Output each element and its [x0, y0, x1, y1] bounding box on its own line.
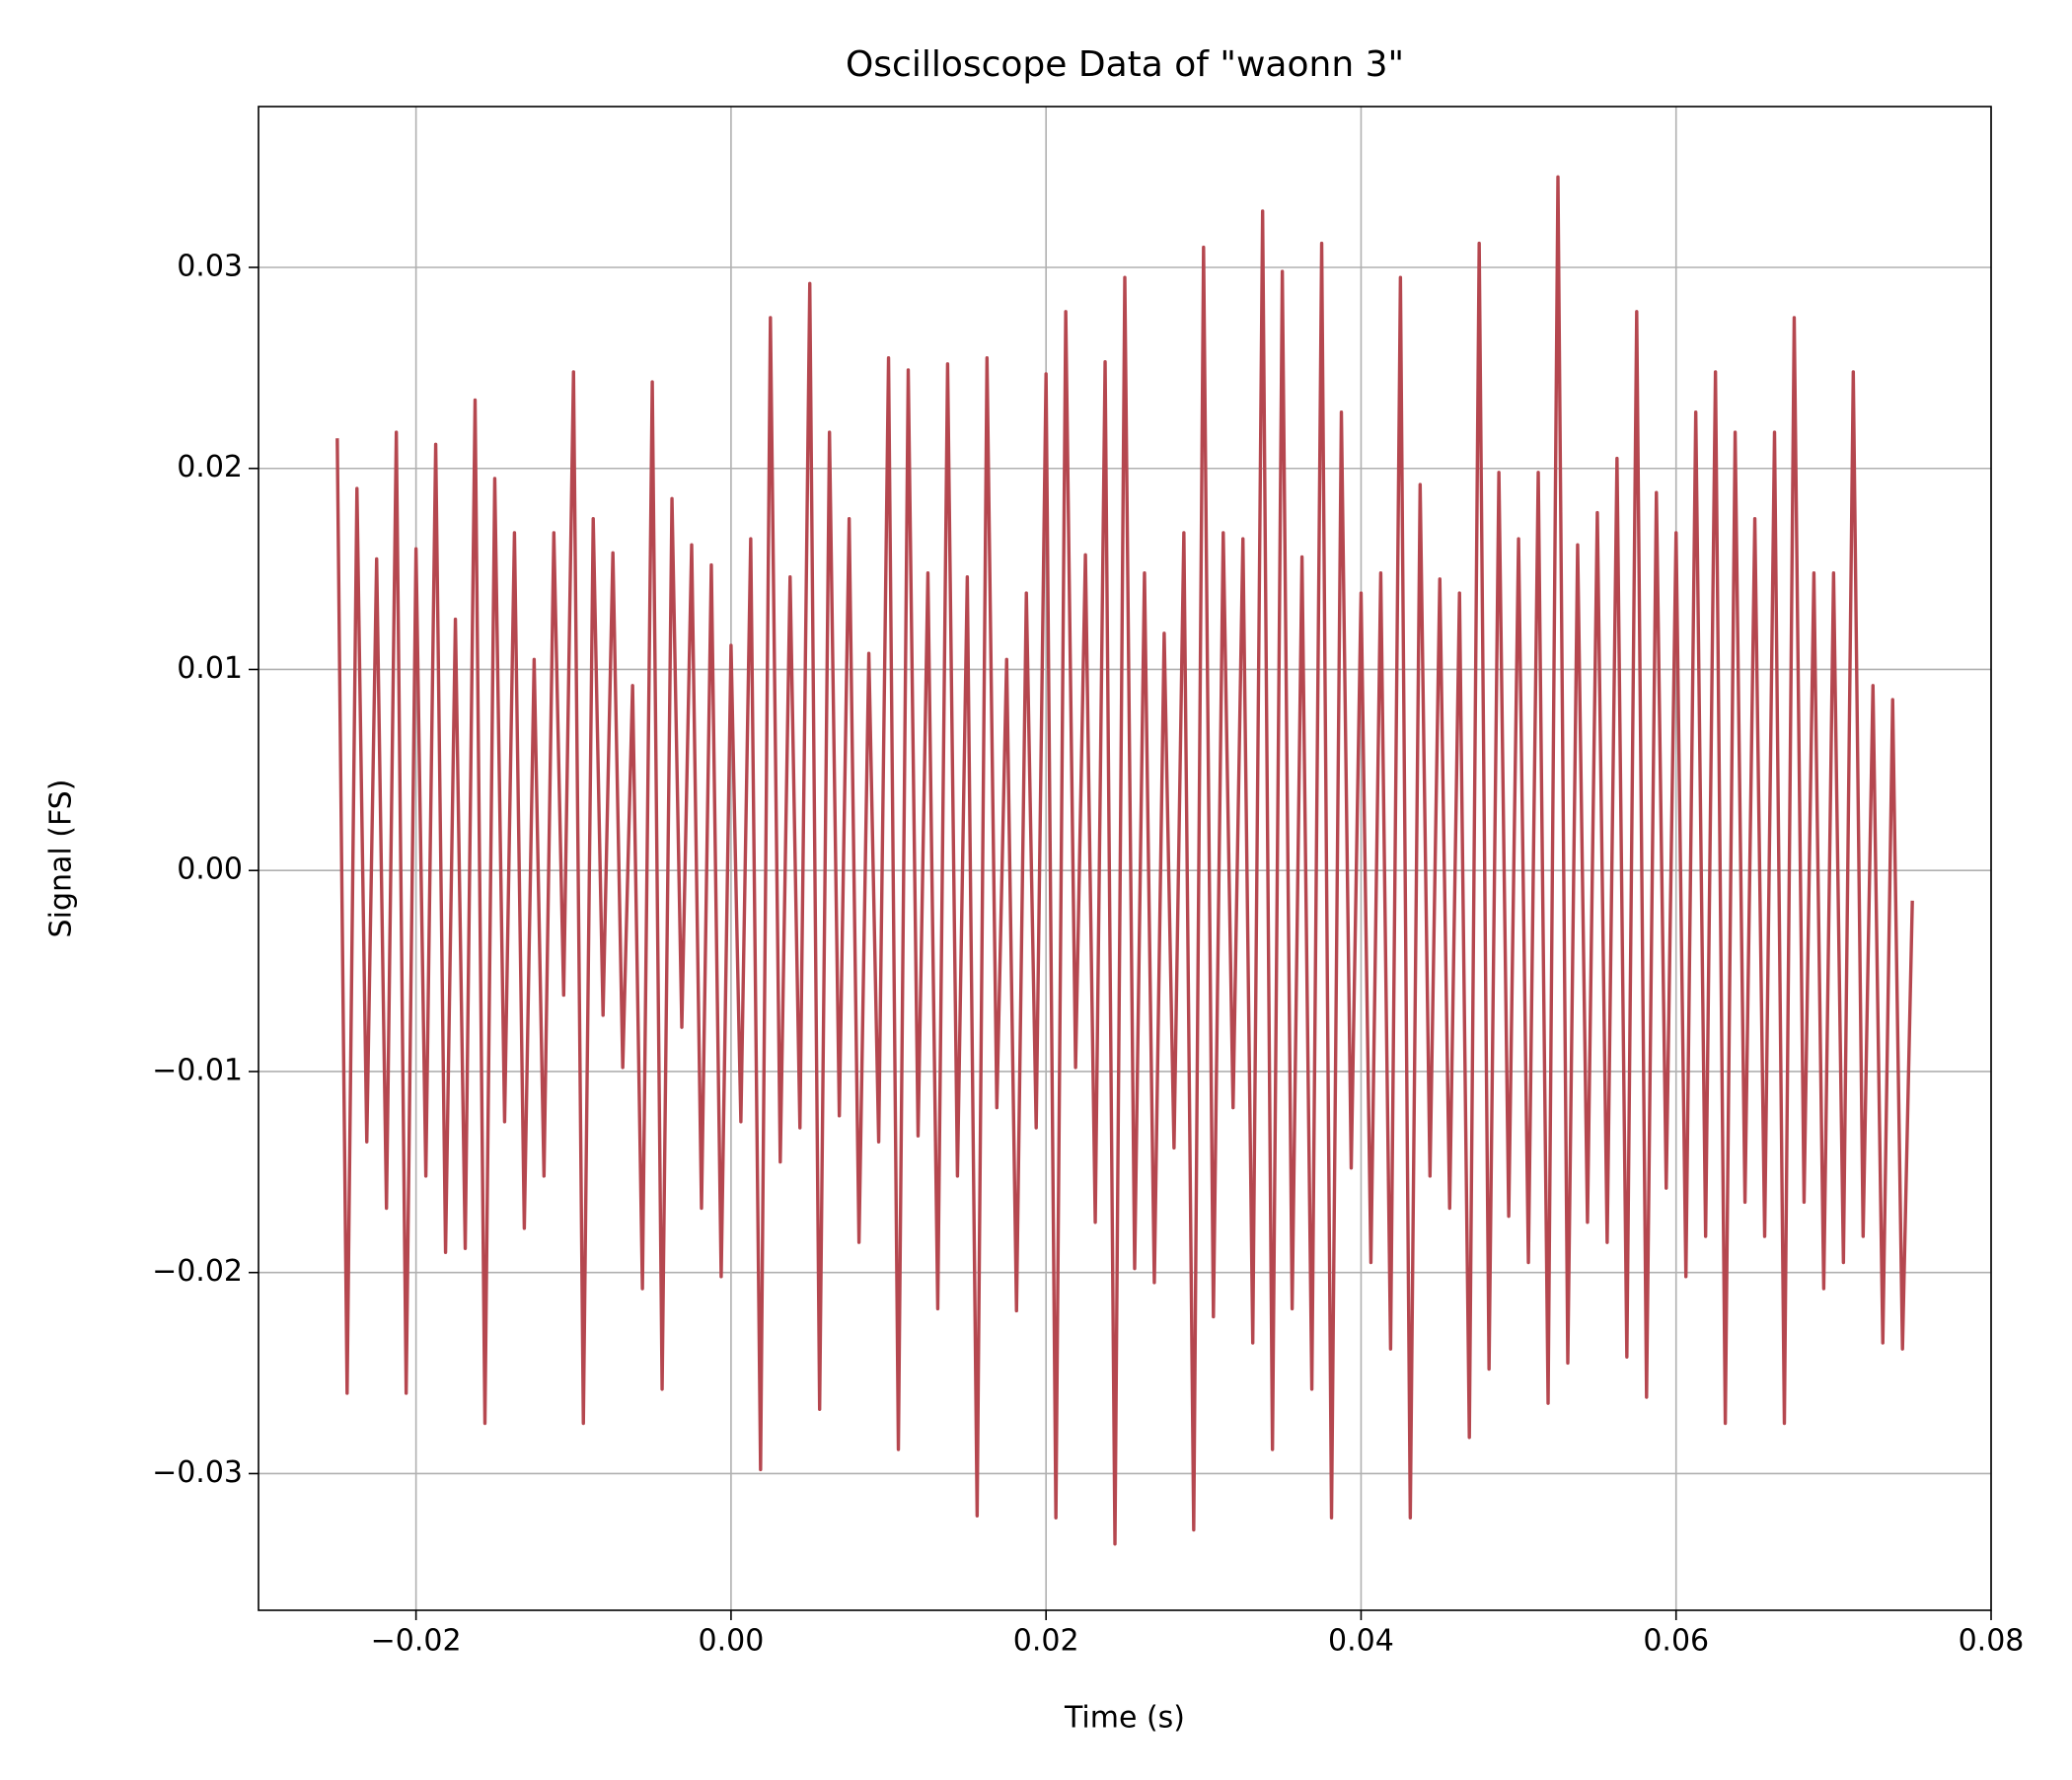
x-tick-label: 0.02	[1013, 1624, 1079, 1659]
x-tick-label: −0.02	[371, 1624, 462, 1659]
chart-title: Oscilloscope Data of "waonn 3"	[846, 44, 1404, 85]
y-tick-label: 0.03	[177, 249, 243, 283]
y-axis-label: Signal (FS)	[44, 779, 79, 938]
x-axis-label: Time (s)	[1064, 1701, 1185, 1736]
signal-line	[335, 175, 1914, 1546]
y-tick-label: 0.00	[177, 853, 243, 887]
y-tick-label: −0.01	[152, 1053, 243, 1087]
y-tick-label: 0.02	[177, 450, 243, 484]
x-tick-label: 0.04	[1328, 1624, 1394, 1659]
x-tick-label: 0.08	[1959, 1624, 2025, 1659]
x-tick-label: 0.00	[699, 1624, 765, 1659]
plot-frame	[258, 106, 1992, 1611]
y-tick-label: −0.02	[152, 1254, 243, 1289]
x-tick-label: 0.06	[1643, 1624, 1709, 1659]
y-tick-label: −0.03	[152, 1455, 243, 1490]
y-tick-label: 0.01	[177, 651, 243, 686]
